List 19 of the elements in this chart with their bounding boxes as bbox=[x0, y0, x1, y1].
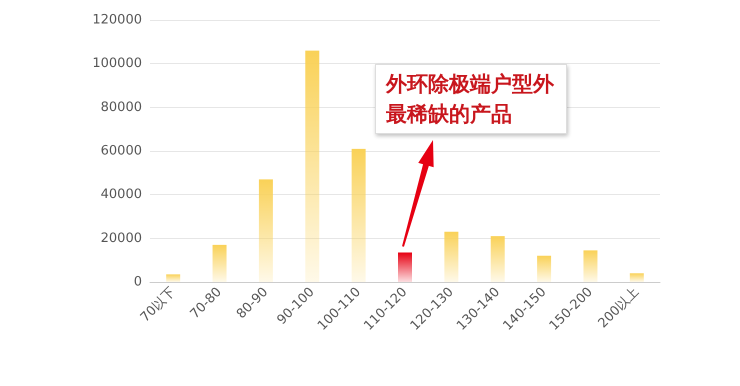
annotation: 外环除极端户型外最稀缺的产品 bbox=[375, 64, 567, 134]
bar bbox=[537, 256, 552, 282]
bar bbox=[444, 232, 458, 282]
bar bbox=[212, 244, 227, 282]
bar bbox=[490, 236, 505, 282]
bar bbox=[398, 252, 412, 282]
y-tick-label: 40000 bbox=[100, 187, 142, 202]
y-tick-label: 60000 bbox=[100, 144, 142, 158]
y-tick-label: 20000 bbox=[100, 230, 142, 246]
bar bbox=[258, 179, 273, 282]
bar bbox=[583, 250, 598, 282]
bar bbox=[352, 148, 366, 282]
x-tick-label: 200以上 bbox=[596, 284, 642, 332]
bar bbox=[630, 273, 644, 282]
bar bbox=[166, 274, 180, 282]
y-tick-label: 80000 bbox=[100, 100, 142, 115]
y-tick-label: 120000 bbox=[92, 12, 142, 28]
bar bbox=[305, 50, 320, 282]
y-tick-label: 100000 bbox=[92, 56, 142, 72]
